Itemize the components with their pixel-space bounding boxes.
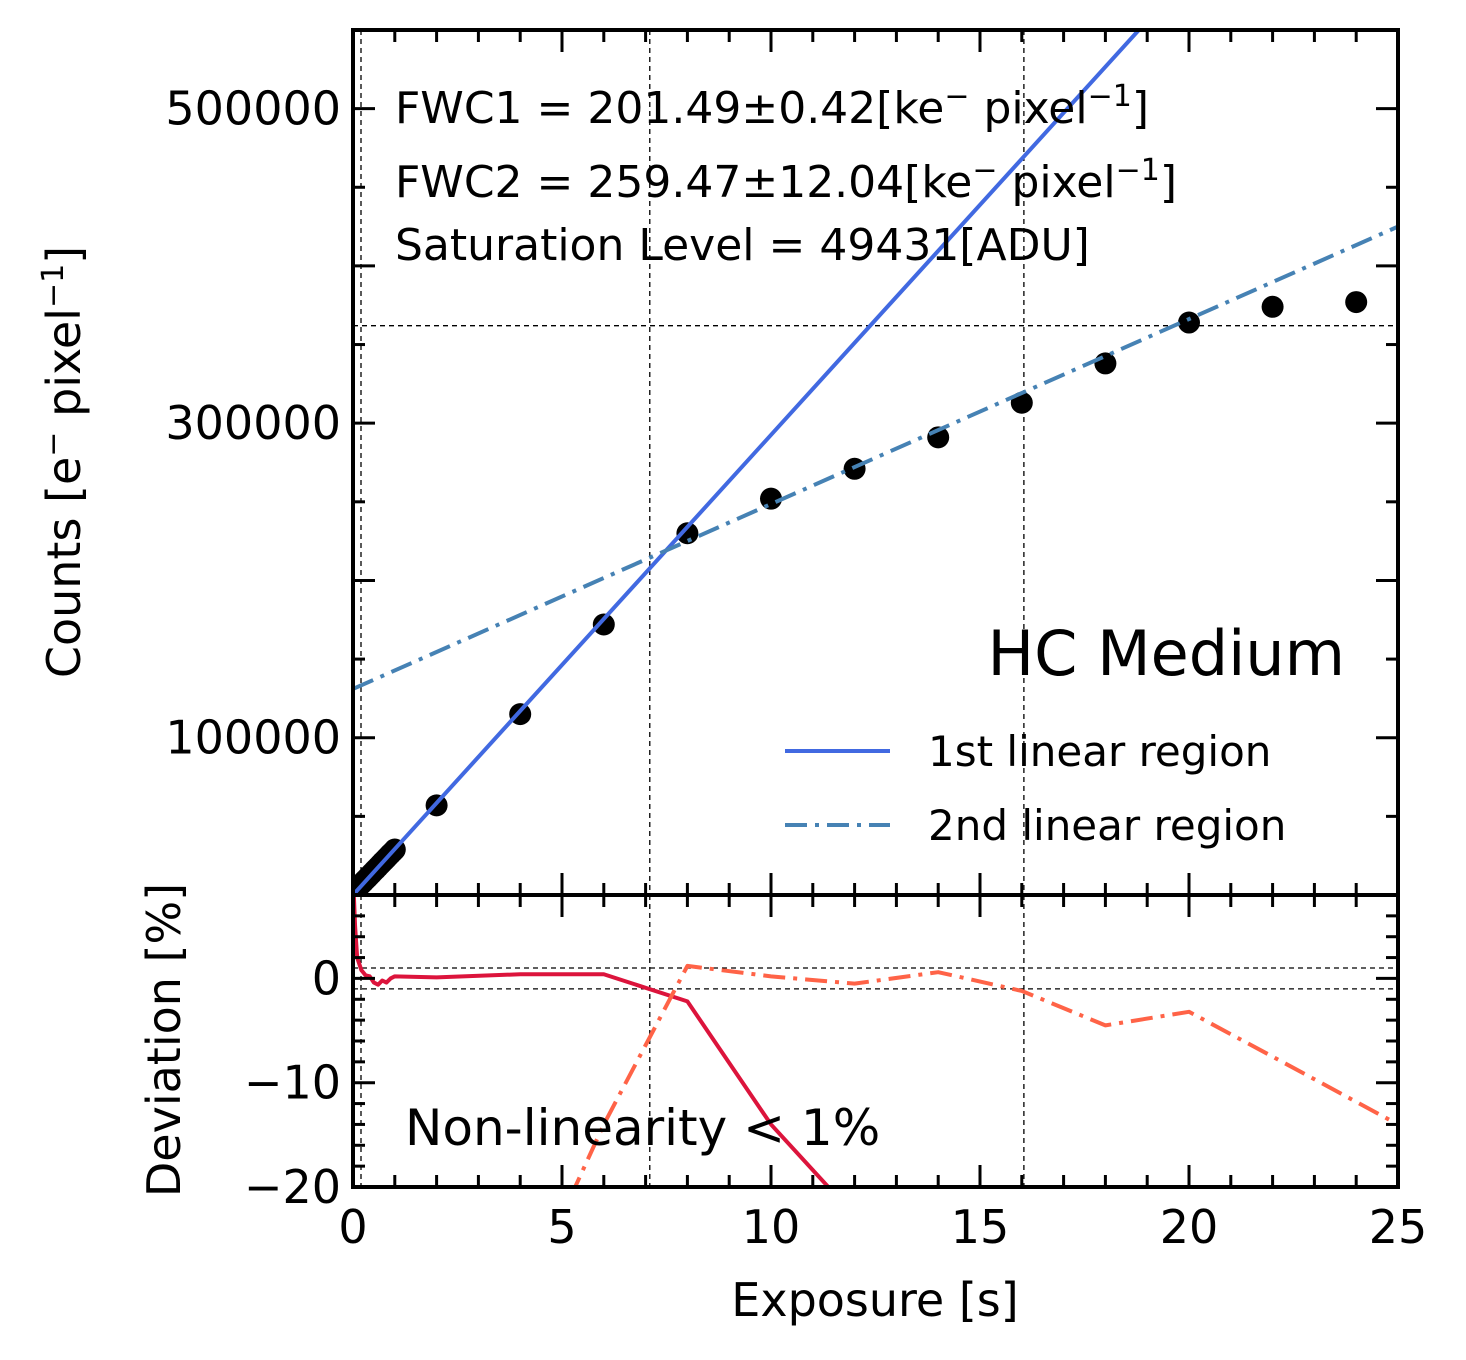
data-point bbox=[1178, 311, 1200, 334]
bottom-xtick-label: 15 bbox=[951, 1200, 1010, 1254]
y-axis-title-end: ] bbox=[37, 246, 91, 264]
bottom-xtick-label: 20 bbox=[1160, 1200, 1219, 1254]
fwc2-annotation: FWC2 = 259.47±12.04[ke− pixel−1] bbox=[395, 153, 1177, 209]
top-ticks bbox=[351, 30, 1400, 897]
bottom-xtick-labels: 0 5 10 15 20 25 bbox=[338, 1200, 1427, 1254]
fwc2-end: ] bbox=[1160, 157, 1177, 208]
data-point bbox=[760, 487, 782, 510]
data-point bbox=[676, 522, 699, 545]
fwc1-annotation: FWC1 = 201.49±0.42[ke− pixel−1] bbox=[395, 79, 1149, 135]
bottom-series bbox=[353, 895, 1398, 1187]
top-series bbox=[353, 30, 1398, 895]
legend-label-1st-linear: 1st linear region bbox=[928, 727, 1271, 776]
y-axis-title-mid: pixel bbox=[37, 308, 91, 432]
data-point bbox=[1345, 291, 1368, 314]
fwc2-sup1: − bbox=[972, 153, 997, 188]
top-grid-lines bbox=[353, 30, 1398, 895]
data-point bbox=[592, 613, 615, 636]
fwc1-sup1: − bbox=[944, 79, 969, 114]
fwc2-main: FWC2 = 259.47±12.04[ke bbox=[395, 157, 972, 208]
fwc1-sup2: −1 bbox=[1088, 79, 1132, 114]
top-ytick-label: 300000 bbox=[165, 396, 341, 450]
legend-label-2nd-linear: 2nd linear region bbox=[928, 801, 1286, 850]
top-ytick-label: 500000 bbox=[165, 82, 341, 136]
1st-region-deviation-line bbox=[353, 895, 832, 1187]
1st-linear-region-line bbox=[353, 30, 1141, 895]
bottom-y-axis-title: Deviation [%] bbox=[137, 883, 191, 1197]
bottom-xtick-label: 0 bbox=[338, 1200, 367, 1254]
fwc2-sup2: −1 bbox=[1116, 153, 1160, 188]
bottom-xtick-label: 5 bbox=[547, 1200, 576, 1254]
bottom-ticks bbox=[351, 893, 1400, 1189]
fwc1-main: FWC1 = 201.49±0.42[ke bbox=[395, 83, 944, 134]
data-point bbox=[1094, 352, 1117, 375]
bottom-xtick-label: 25 bbox=[1369, 1200, 1428, 1254]
top-ytick-label: 100000 bbox=[165, 711, 341, 765]
mode-annotation: HC Medium bbox=[987, 617, 1345, 690]
bottom-ytick-labels: −20 −10 0 bbox=[244, 951, 341, 1214]
y-axis-title-sup2: −1 bbox=[36, 264, 71, 308]
y-axis-title-sup: − bbox=[36, 432, 71, 457]
bottom-xtick-label: 10 bbox=[742, 1200, 801, 1254]
bottom-ytick-label: −10 bbox=[244, 1056, 341, 1110]
fwc1-mid: pixel bbox=[969, 83, 1087, 134]
bottom-ytick-label: −20 bbox=[244, 1160, 341, 1214]
x-axis-title: Exposure [s] bbox=[731, 1273, 1018, 1327]
bottom-panel: −20 −10 0 0 5 10 15 20 25 Deviation [%] Exposur… bbox=[137, 883, 1427, 1327]
bottom-ytick-label: 0 bbox=[312, 951, 341, 1005]
data-point bbox=[1261, 295, 1284, 318]
fwc2-mid: pixel bbox=[997, 157, 1115, 208]
top-ytick-labels: 100000 300000 500000 bbox=[165, 82, 341, 765]
2nd-region-deviation-line bbox=[572, 963, 1398, 1187]
legend: 1st linear region 2nd linear region bbox=[785, 727, 1286, 850]
top-y-axis-title: Counts [e− pixel−1] bbox=[36, 246, 92, 678]
fwc1-end: ] bbox=[1132, 83, 1149, 134]
saturation-annotation: Saturation Level = 49431[ADU] bbox=[395, 220, 1090, 271]
nonlinearity-annotation: Non-linearity < 1% bbox=[405, 1099, 880, 1157]
y-axis-title-main: Counts [e bbox=[37, 457, 91, 678]
